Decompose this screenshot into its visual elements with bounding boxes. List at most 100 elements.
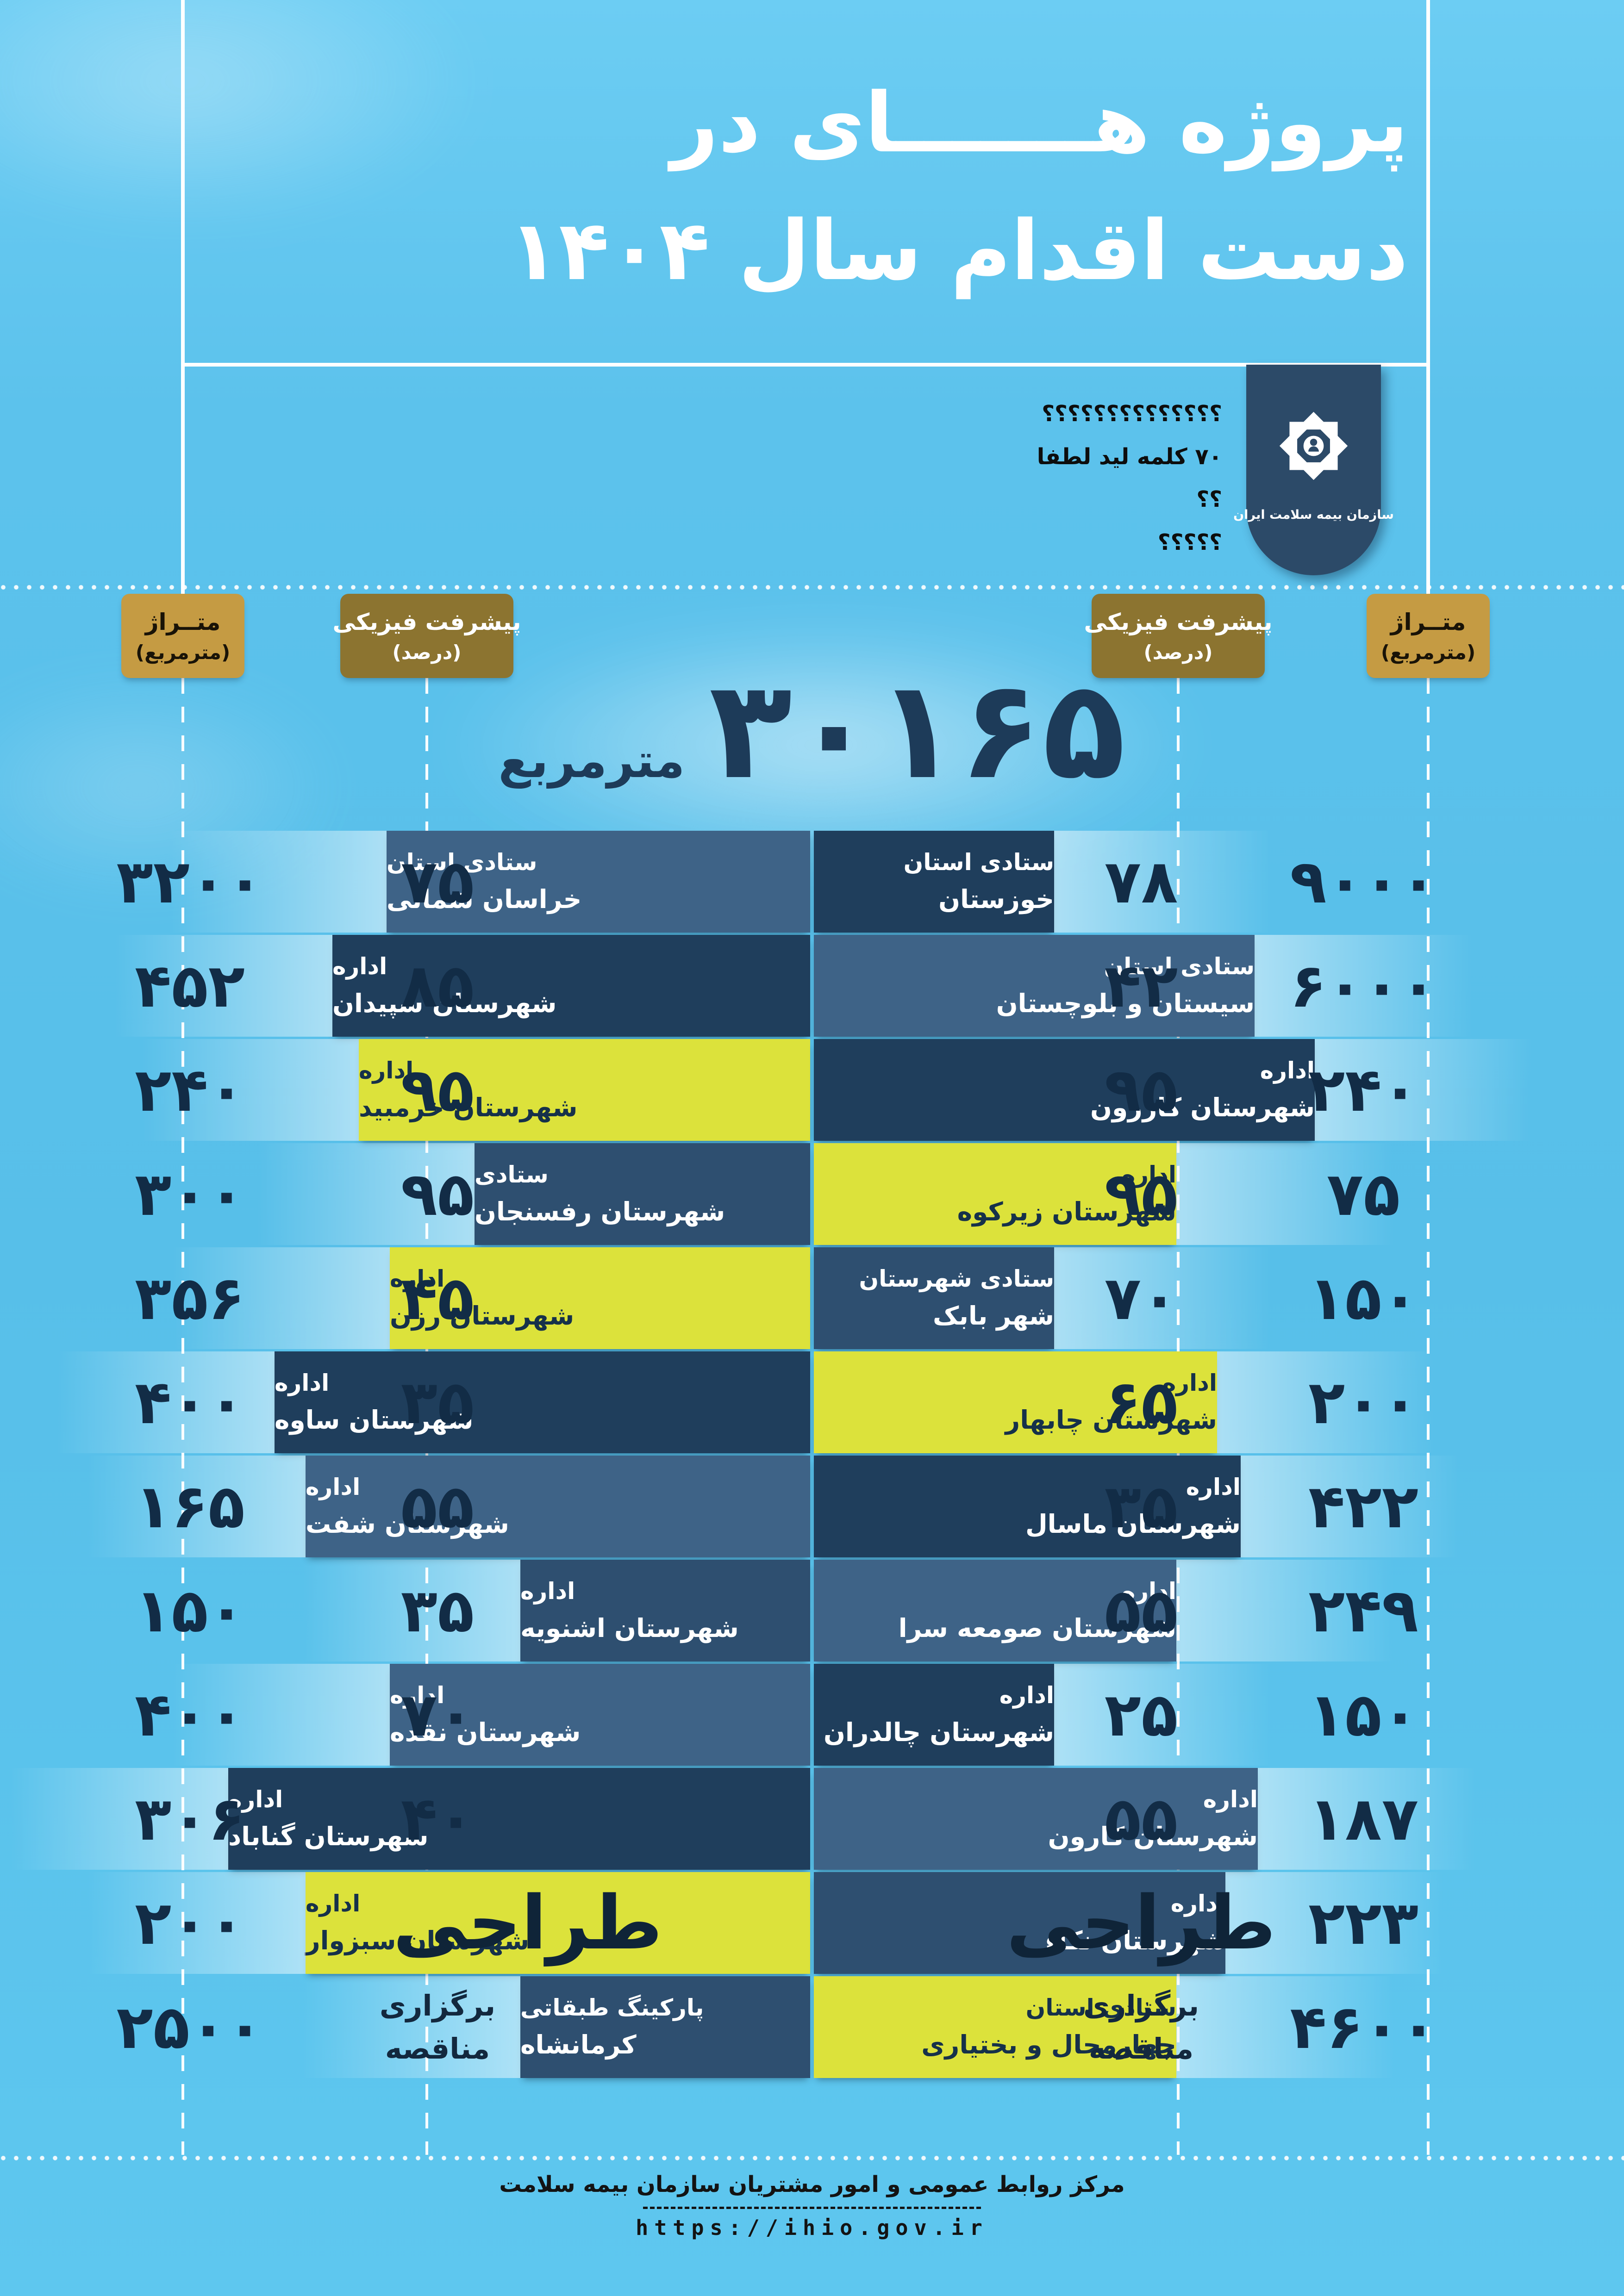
progress-number: ۹۵ xyxy=(1104,1055,1178,1125)
area-value-right-3: ۲۴۰ xyxy=(1234,1039,1493,1141)
project-bar-left-12: پارکینگ طبقاتی کرمانشاه xyxy=(303,1976,810,2078)
area-value-right-5: ۱۵۰ xyxy=(1234,1247,1493,1349)
project-location: شهرستان ماسال xyxy=(1025,1509,1241,1539)
area-number: ۱۸۷ xyxy=(1308,1784,1419,1854)
project-location: شهرستان رفسنجان xyxy=(475,1197,725,1227)
project-bar-right-1: ستادی استان خوزستان xyxy=(814,831,1272,933)
area-value-left-5: ۳۵۶ xyxy=(60,1247,319,1349)
project-name: اداره شهرستان سپیدان xyxy=(332,935,810,1037)
area-value-left-12: ۲۵۰۰ xyxy=(60,1976,319,2078)
project-name: ستادی استان چهارمحال و بختیاری xyxy=(814,1976,1176,2078)
project-location: شهرستان نقده xyxy=(390,1717,581,1748)
project-org-type: اداره xyxy=(1260,1057,1315,1084)
project-bar-left-3: اداره شهرستان خرمبید xyxy=(141,1039,810,1141)
column-header-sublabel: (مترمربع) xyxy=(135,641,231,664)
area-value-right-1: ۹۰۰۰ xyxy=(1234,831,1493,933)
project-org-type: اداره xyxy=(520,1578,575,1605)
footer-credit: مرکز روابط عمومی و امور مشتریان سازمان ب… xyxy=(499,2172,1125,2197)
progress-number: ۸۵ xyxy=(400,951,475,1021)
progress-value-right-2: ۴۲ xyxy=(1021,935,1262,1037)
project-location: شهرستان سبزوار xyxy=(306,1926,530,1956)
progress-number: ۴۲ xyxy=(1104,951,1178,1021)
frame-horizontal-line xyxy=(183,363,1428,367)
progress-number: ۵۵ xyxy=(400,1471,475,1542)
area-value-right-6: ۲۰۰ xyxy=(1234,1351,1493,1453)
project-org-type: اداره xyxy=(1121,1161,1176,1188)
project-location: خوزستان xyxy=(938,884,1054,915)
project-name: اداره شهرستان سبزوار xyxy=(306,1872,810,1974)
progress-number: ۴۰ xyxy=(400,1784,475,1854)
project-bar-left-9: اداره شهرستان نقده xyxy=(172,1664,810,1766)
project-bar-left-2: اداره شهرستان سپیدان xyxy=(115,935,810,1037)
footer-divider xyxy=(643,2207,981,2209)
area-value-left-3: ۲۴۰ xyxy=(60,1039,319,1141)
project-org-type: ستادی استان xyxy=(1104,953,1255,980)
area-value-right-9: ۱۵۰ xyxy=(1234,1664,1493,1766)
project-name: اداره شهرستان چالدران xyxy=(814,1664,1054,1766)
project-location: شهرستان ساوه xyxy=(275,1405,474,1435)
area-value-right-11: ۲۲۳ xyxy=(1234,1872,1493,1974)
progress-value-left-5: ۴۵ xyxy=(317,1247,558,1349)
project-org-type: ستادی استان xyxy=(903,849,1054,876)
project-name: ستادی شهرستان رفسنجان xyxy=(475,1143,810,1245)
progress-value-right-9: ۲۵ xyxy=(1021,1664,1262,1766)
total-area-unit: مترمربع xyxy=(498,734,685,789)
area-number: ۷۵ xyxy=(1326,1159,1400,1229)
lead-line: ؟؟؟؟؟ xyxy=(1157,529,1222,555)
project-bar-right-7: اداره شهرستان ماسال xyxy=(814,1456,1458,1557)
project-org-type: اداره xyxy=(1186,1474,1241,1501)
project-bar-left-1: ستادی استان خراسان شمالی xyxy=(169,831,810,933)
lead-line: ؟؟ xyxy=(1196,486,1222,513)
progress-value-right-12: برگزاری مناقصه xyxy=(1021,1976,1262,2078)
project-org-type: اداره xyxy=(275,1369,330,1397)
project-bar-left-5: اداره شهرستان رزن xyxy=(172,1247,810,1349)
dotted-separator-bottom xyxy=(0,2155,1624,2161)
project-location: شهرستان شفت xyxy=(306,1509,509,1539)
area-number: ۲۰۰ xyxy=(134,1888,245,1958)
area-value-left-7: ۱۶۵ xyxy=(60,1456,319,1557)
project-org-type: اداره xyxy=(332,953,387,980)
project-location: شهرستان خرمبید xyxy=(359,1093,578,1123)
progress-number: ۵۵ xyxy=(1104,1784,1178,1854)
progress-value-left-7: ۵۵ xyxy=(317,1456,558,1557)
column-header-area-left: متــراژ (مترمربع) xyxy=(121,594,244,678)
project-name: اداره شهرستان ماسال xyxy=(814,1456,1241,1557)
project-bar-right-9: اداره شهرستان چالدران xyxy=(814,1664,1272,1766)
project-bar-right-2: ستادی استان سیستان و بلوچستان xyxy=(814,935,1472,1037)
project-name: ستادی استان خوزستان xyxy=(814,831,1054,933)
project-location: شهرستان رزن xyxy=(390,1301,575,1331)
area-value-right-8: ۲۴۹ xyxy=(1234,1560,1493,1661)
project-org-type: اداره xyxy=(1203,1786,1258,1813)
progress-number: ۷۰ xyxy=(1104,1263,1178,1333)
project-bar-right-8: اداره شهرستان صومعه سرا xyxy=(814,1560,1394,1661)
project-bar-left-11: اداره شهرستان سبزوار xyxy=(88,1872,810,1974)
area-number: ۱۵۰ xyxy=(1308,1263,1419,1333)
project-location: شهرستان سپیدان xyxy=(332,989,557,1019)
column-header-sublabel: (درصد) xyxy=(392,641,462,664)
project-org-type: اداره xyxy=(228,1786,283,1813)
project-bar-left-6: اداره شهرستان ساوه xyxy=(57,1351,810,1453)
project-bar-right-3: اداره شهرستان کازرون xyxy=(814,1039,1532,1141)
progress-value-right-10: ۵۵ xyxy=(1021,1768,1262,1870)
project-bar-left-7: اداره شهرستان شفت xyxy=(88,1456,810,1557)
logo-caption: سازمان بیمه سلامت ایران xyxy=(1233,508,1394,522)
area-number: ۳۰۶ xyxy=(134,1784,245,1854)
progress-value-left-3: ۹۵ xyxy=(317,1039,558,1141)
progress-value-left-1: ۷۵ xyxy=(317,831,558,933)
area-number: ۹۰۰۰ xyxy=(1290,846,1437,917)
project-name: اداره شهرستان رزن xyxy=(390,1247,810,1349)
area-number: ۴۰۰ xyxy=(134,1680,245,1750)
project-bar-right-5: ستادی شهرستان شهر بابک xyxy=(814,1247,1272,1349)
progress-number: ۴۵ xyxy=(400,1263,475,1333)
project-location: شهرستان چالدران xyxy=(823,1717,1054,1748)
area-number: ۴۰۰ xyxy=(134,1367,245,1437)
project-bar-left-10: اداره شهرستان گناباد xyxy=(11,1768,810,1870)
area-number: ۲۵۰۰ xyxy=(116,1992,263,2062)
project-name: اداره شهرستان ساوه xyxy=(275,1351,810,1453)
progress-value-right-4: ۹۵ xyxy=(1021,1143,1262,1245)
progress-stage-tender-line2: مناقصه xyxy=(385,2032,490,2066)
project-location: شهرستان اشنویه xyxy=(520,1613,739,1643)
project-location: شهرستان نکاء xyxy=(1045,1926,1225,1956)
project-org-type: اداره xyxy=(390,1265,445,1293)
project-name: اداره شهرستان نقده xyxy=(390,1664,810,1766)
